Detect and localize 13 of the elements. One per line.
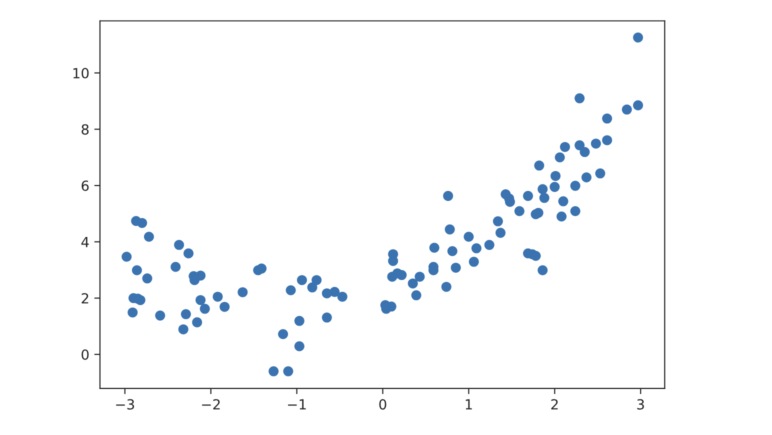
y-tick-label: 0 bbox=[82, 349, 89, 360]
x-tick-label: −2 bbox=[202, 399, 220, 410]
y-tick-label: 2 bbox=[82, 293, 88, 304]
y-tick-label: 10 bbox=[73, 68, 89, 78]
x-tick-label: 0 bbox=[379, 399, 386, 410]
x-tick-label: 2 bbox=[551, 399, 558, 410]
x-tick-label: 1 bbox=[466, 399, 472, 410]
y-tick-label: 4 bbox=[81, 236, 89, 248]
x-tick-label: −3 bbox=[116, 399, 134, 410]
x-tick-label: 3 bbox=[637, 399, 644, 410]
y-tick-label: 6 bbox=[82, 180, 89, 192]
y-tick-label: 8 bbox=[82, 124, 89, 135]
x-tick-label: −1 bbox=[288, 399, 306, 410]
